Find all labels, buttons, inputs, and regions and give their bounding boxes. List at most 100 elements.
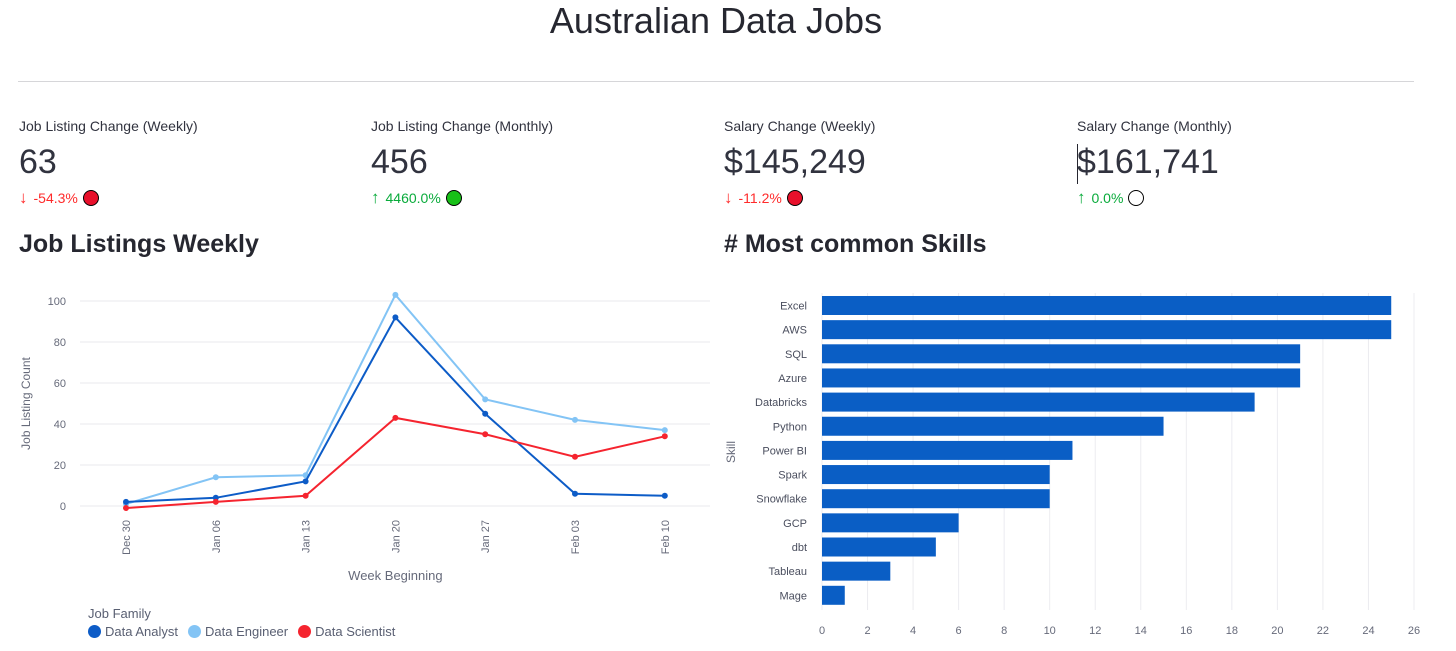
- legend-label: Data Scientist: [315, 624, 396, 639]
- metric-job-listing-weekly: Job Listing Change (Weekly) 63 ↓ -54.3%: [19, 118, 359, 207]
- bar: [822, 465, 1050, 485]
- metric-label: Salary Change (Weekly): [724, 118, 876, 134]
- x-tick-label: Jan 27: [480, 520, 492, 553]
- bar: [822, 392, 1255, 412]
- data-point: [392, 291, 399, 298]
- metric-delta-value: -11.2%: [738, 190, 782, 206]
- metric-delta-value: 4460.0%: [385, 190, 441, 206]
- legend-label: Data Analyst: [105, 624, 178, 639]
- text-cursor: [1077, 144, 1078, 184]
- y-tick-label: Spark: [778, 470, 807, 482]
- data-point: [482, 410, 489, 417]
- bar: [822, 561, 891, 581]
- skills-bar-chart[interactable]: 0 2 4 6 8 10 12 14 16 18 20 22 24 26ExcelAWSSQLAzureD…: [720, 285, 1456, 640]
- data-point: [392, 414, 399, 421]
- job-listings-heading: Job Listings Weekly: [19, 230, 259, 258]
- page-title: Australian Data Jobs: [549, 0, 883, 41]
- x-tick-label: 4: [910, 625, 916, 637]
- data-point: [482, 431, 489, 438]
- x-tick-label: 16: [1180, 625, 1192, 637]
- data-point: [661, 433, 668, 440]
- bar: [822, 416, 1164, 436]
- x-tick-label: 12: [1089, 625, 1101, 637]
- y-tick-label: Mage: [779, 590, 807, 602]
- legend-label: Data Engineer: [205, 624, 289, 639]
- metric-value: $145,249: [724, 143, 866, 181]
- data-point: [212, 474, 219, 481]
- title-divider: [18, 81, 1414, 82]
- y-tick-label: 60: [54, 378, 66, 390]
- job-listings-line-chart[interactable]: 0 20 40 60 80 100 Dec 30 Jan 06 Jan 13 Jan 20 Jan …: [0, 285, 720, 605]
- x-tick-label: Jan 06: [211, 520, 223, 553]
- legend-item-data-engineer[interactable]: Data Engineer: [188, 624, 288, 639]
- bar: [822, 537, 936, 557]
- y-axis-label: Skill: [724, 441, 738, 463]
- status-dot-icon: [82, 190, 99, 206]
- metric-delta: ↓ -54.3%: [19, 189, 359, 207]
- metric-delta: ↑ 0.0%: [1077, 189, 1417, 207]
- x-tick-label: Dec 30: [121, 520, 133, 555]
- metric-label: Salary Change (Monthly): [1077, 118, 1232, 134]
- x-tick-label: 18: [1226, 625, 1238, 637]
- data-point: [302, 478, 309, 485]
- arrow-down-icon: ↓: [19, 188, 28, 207]
- bar: [822, 440, 1073, 460]
- metric-delta: ↓ -11.2%: [724, 189, 1064, 207]
- y-tick-label: Tableau: [768, 566, 807, 578]
- legend-swatch: [188, 625, 201, 638]
- bar: [822, 368, 1301, 388]
- x-tick-label: 24: [1362, 625, 1374, 637]
- metric-delta-value: -54.3%: [33, 190, 78, 206]
- metric-value-text: $161,741: [1077, 143, 1219, 181]
- metric-value: 456: [371, 143, 428, 181]
- data-point: [661, 492, 668, 499]
- metric-label: Job Listing Change (Weekly): [19, 118, 198, 134]
- metric-delta: ↑ 4460.0%: [371, 189, 711, 207]
- y-tick-label: Snowflake: [756, 494, 807, 506]
- legend-title: Job Family: [88, 606, 151, 621]
- data-point: [572, 490, 578, 497]
- data-point: [212, 498, 219, 505]
- data-point: [661, 427, 668, 434]
- arrow-up-icon: ↑: [1077, 188, 1086, 207]
- legend-item-data-analyst[interactable]: Data Analyst: [88, 624, 178, 639]
- bar: [822, 585, 845, 605]
- y-tick-label: GCP: [783, 518, 807, 530]
- metric-delta-value: 0.0%: [1091, 190, 1124, 206]
- metric-value: 63: [19, 143, 57, 181]
- x-tick-label: 6: [956, 625, 962, 637]
- y-tick-label: Databricks: [755, 397, 807, 409]
- y-tick-label: 100: [48, 296, 66, 308]
- x-tick-label: Jan 13: [301, 520, 313, 553]
- legend-item-data-scientist[interactable]: Data Scientist: [298, 624, 395, 639]
- bar: [822, 513, 959, 533]
- data-point: [123, 498, 129, 505]
- y-axis-label: Job Listing Count: [19, 356, 33, 449]
- series-line: [125, 315, 665, 503]
- y-tick-label: Power BI: [762, 445, 807, 457]
- y-tick-label: SQL: [785, 349, 807, 361]
- y-tick-label: Python: [773, 421, 807, 433]
- x-tick-label: 26: [1408, 625, 1420, 637]
- x-tick-label: 14: [1135, 625, 1147, 637]
- legend-swatch: [298, 625, 312, 638]
- series-line: [125, 293, 665, 505]
- data-point: [123, 505, 129, 512]
- chart-legend: Job Family Data Analyst Data Engineer Da…: [88, 606, 395, 639]
- y-tick-label: Excel: [780, 301, 807, 313]
- x-tick-label: 8: [1001, 625, 1007, 637]
- x-tick-label: 0: [819, 625, 825, 637]
- status-dot-icon: [786, 190, 803, 206]
- x-tick-label: 2: [864, 625, 870, 637]
- data-point: [392, 314, 399, 321]
- status-dot-icon: [445, 190, 462, 206]
- bar: [822, 344, 1301, 364]
- metric-salary-weekly: Salary Change (Weekly) $145,249 ↓ -11.2%: [724, 118, 1064, 207]
- metric-value: $161,741: [1077, 142, 1417, 184]
- arrow-down-icon: ↓: [724, 188, 733, 207]
- arrow-up-icon: ↑: [371, 188, 380, 207]
- y-tick-label: 0: [60, 501, 66, 513]
- bar: [822, 296, 1392, 315]
- y-tick-label: dbt: [792, 542, 807, 554]
- x-tick-label: Jan 20: [390, 520, 402, 553]
